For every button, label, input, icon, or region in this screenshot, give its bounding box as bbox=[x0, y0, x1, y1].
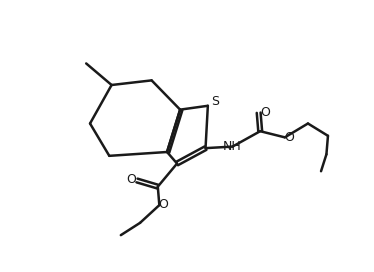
Text: S: S bbox=[211, 95, 219, 109]
Text: O: O bbox=[260, 106, 270, 119]
Text: O: O bbox=[158, 198, 168, 211]
Text: O: O bbox=[284, 131, 294, 144]
Text: O: O bbox=[126, 173, 136, 186]
Text: NH: NH bbox=[223, 140, 242, 153]
